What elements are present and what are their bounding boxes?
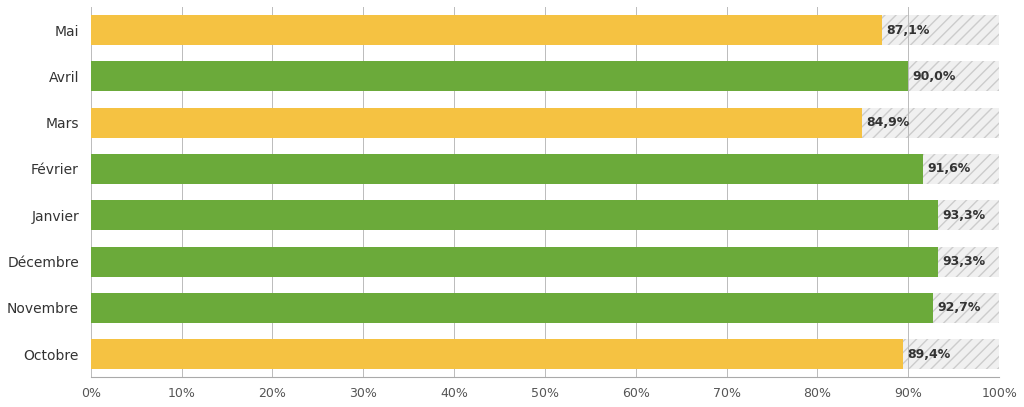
Bar (91, 200, 938, 230)
Bar (91, 154, 999, 184)
Bar (91, 339, 999, 369)
Bar (91, 247, 999, 277)
Bar (91, 293, 933, 323)
Bar (91, 61, 999, 92)
Text: 93,3%: 93,3% (943, 209, 986, 222)
Bar (91, 107, 999, 138)
Text: 93,3%: 93,3% (943, 255, 986, 268)
Bar (91, 61, 908, 92)
Bar (91, 154, 999, 184)
Bar (91, 200, 999, 230)
Bar (91, 247, 938, 277)
Bar (91, 339, 903, 369)
Bar (91, 107, 862, 138)
Text: 91,6%: 91,6% (928, 162, 971, 175)
Bar (91, 293, 999, 323)
Bar (91, 293, 999, 323)
Text: 92,7%: 92,7% (937, 302, 981, 314)
Bar (91, 15, 999, 45)
Bar (91, 107, 999, 138)
Text: 89,4%: 89,4% (907, 348, 950, 361)
Bar (91, 200, 999, 230)
Text: 84,9%: 84,9% (866, 116, 909, 129)
Bar (91, 61, 999, 92)
Bar (91, 154, 923, 184)
Bar (91, 15, 999, 45)
Bar (91, 339, 999, 369)
Text: 87,1%: 87,1% (887, 24, 930, 37)
Text: 90,0%: 90,0% (912, 70, 956, 83)
Bar (91, 15, 882, 45)
Bar (91, 247, 999, 277)
